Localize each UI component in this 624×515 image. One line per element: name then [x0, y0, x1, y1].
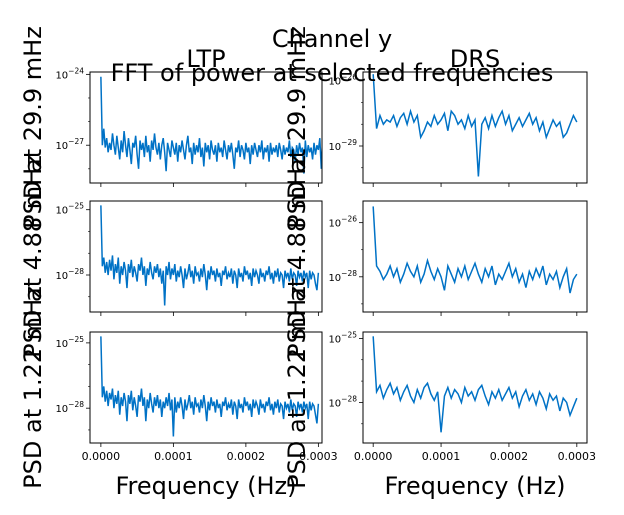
series-line-1 — [100, 205, 320, 306]
x-axis-label: Frequency (Hz) — [385, 472, 566, 500]
y-tick-label: 10−28 — [55, 400, 84, 415]
x-tick-label: 0.0000 — [82, 450, 121, 463]
panel-title: LTP — [186, 45, 225, 73]
y-tick-label: 10−29 — [328, 138, 357, 153]
y-tick-label: 10−24 — [55, 66, 84, 81]
x-tick-label: 0.0001 — [154, 450, 193, 463]
y-tick-label: 10−26 — [328, 215, 357, 230]
panel-title: DRS — [450, 45, 500, 73]
axes-frame — [89, 331, 323, 444]
y-tick-label: 10−25 — [55, 335, 84, 350]
x-tick-label: 0.0002 — [490, 450, 529, 463]
series-line-1 — [372, 74, 578, 177]
y-tick-label: 10−27 — [55, 137, 84, 152]
y-axis-label: PSD at 1.22 mHz — [19, 286, 47, 489]
y-tick-label: 10−25 — [55, 202, 84, 217]
series-line-1 — [100, 336, 320, 437]
series-line-1 — [100, 76, 322, 174]
x-tick-label: 0.0002 — [227, 450, 266, 463]
y-tick-label: 10−26 — [328, 73, 357, 88]
y-axis-label: PSD at 4.88 mHz — [19, 155, 47, 358]
x-tick-label: 0.0003 — [299, 450, 338, 463]
axes-frame — [362, 200, 588, 313]
y-tick-label: 10−25 — [328, 330, 357, 345]
y-axis-label: PSD at 4.88 mHz — [283, 155, 311, 358]
axes-frame — [89, 200, 323, 313]
y-tick-label: 10−28 — [328, 394, 357, 409]
axes-frame — [362, 331, 588, 444]
x-axis-label: Frequency (Hz) — [116, 472, 297, 500]
series-line-1 — [372, 336, 578, 433]
axes-frame — [89, 71, 323, 184]
axes-frame — [362, 71, 588, 184]
y-axis-label: PSD at 29.9 mHz — [19, 26, 47, 229]
x-tick-label: 0.0003 — [558, 450, 597, 463]
y-tick-label: 10−28 — [328, 269, 357, 284]
y-axis-label: PSD at 1.22 mHz — [283, 286, 311, 489]
panels: 10−27 10−24 LTP PSD at 29.9 mHz 10−29 10−26 DR… — [19, 26, 596, 500]
panel-1: 10−27 10−24 LTP PSD at 29.9 mHz — [19, 26, 323, 229]
suptitle-description: FFT of power at selected frequencies — [111, 59, 554, 87]
y-tick-label: 10−28 — [55, 267, 84, 282]
y-axis-label: PSD at 29.9 mHz — [283, 26, 311, 229]
suptitle-channel: Channel y — [272, 25, 392, 53]
panel-3: 10−28 10−25 PSD at 4.88 mHz — [19, 155, 323, 358]
x-tick-label: 0.0001 — [422, 450, 461, 463]
panel-2: 10−29 10−26 DRS PSD at 29.9 mHz — [283, 26, 588, 229]
series-line-1 — [372, 206, 578, 294]
x-tick-label: 0.0000 — [354, 450, 393, 463]
panel-4: 10−28 10−26 PSD at 4.88 mHz — [283, 155, 588, 358]
